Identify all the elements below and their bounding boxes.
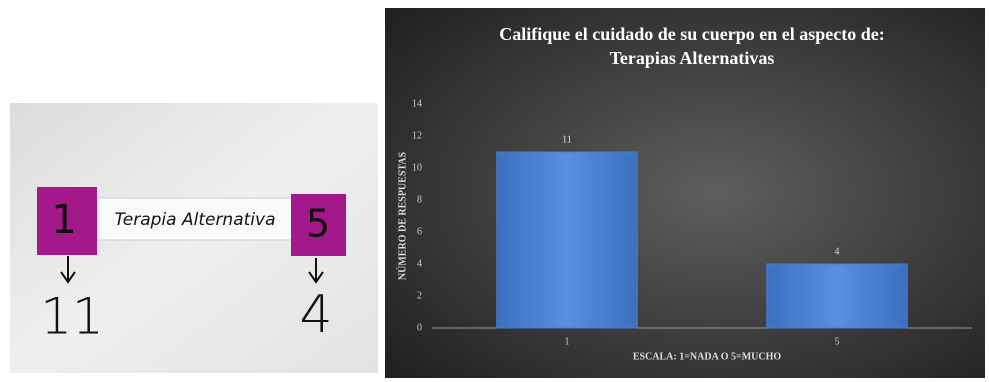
- y-tick-label: 0: [417, 322, 422, 333]
- strip-label: Terapia Alternativa: [114, 210, 275, 230]
- y-tick-label: 6: [417, 226, 422, 237]
- y-tick-label: 12: [412, 130, 422, 141]
- card-label: 1: [51, 197, 76, 243]
- chart: Califique el cuidado de su cuerpo en el …: [385, 8, 985, 378]
- x-axis-title: ESCALA: 1=NADA O 5=MUCHO: [633, 351, 782, 362]
- count-label: 4: [299, 285, 332, 345]
- bar: [496, 151, 638, 329]
- y-tick-label: 2: [417, 290, 422, 301]
- y-tick-label: 10: [412, 162, 422, 173]
- y-tick-label: 8: [417, 194, 422, 205]
- value-label: 4: [835, 246, 840, 257]
- chart-title: Terapias Alternativas: [610, 48, 775, 68]
- y-tick-label: 14: [412, 98, 422, 109]
- pink-card: [37, 187, 97, 255]
- chart-title: Califique el cuidado de su cuerpo en el …: [499, 24, 885, 44]
- arrow: [308, 258, 324, 284]
- x-tick-label: 1: [565, 336, 570, 347]
- photo: 1 5 Terapia Alternativa 11 4: [10, 103, 378, 373]
- y-tick-label: 4: [417, 258, 422, 269]
- bar: [766, 263, 908, 329]
- value-label: 11: [562, 134, 572, 145]
- card-label: 5: [306, 202, 330, 246]
- pink-card: [291, 194, 346, 256]
- arrow: [60, 256, 76, 284]
- y-axis-title: NÚMERO DE RESPUESTAS: [396, 151, 408, 280]
- x-tick-label: 5: [835, 336, 840, 347]
- count-label: 11: [40, 288, 104, 346]
- paper-strip: [96, 197, 293, 241]
